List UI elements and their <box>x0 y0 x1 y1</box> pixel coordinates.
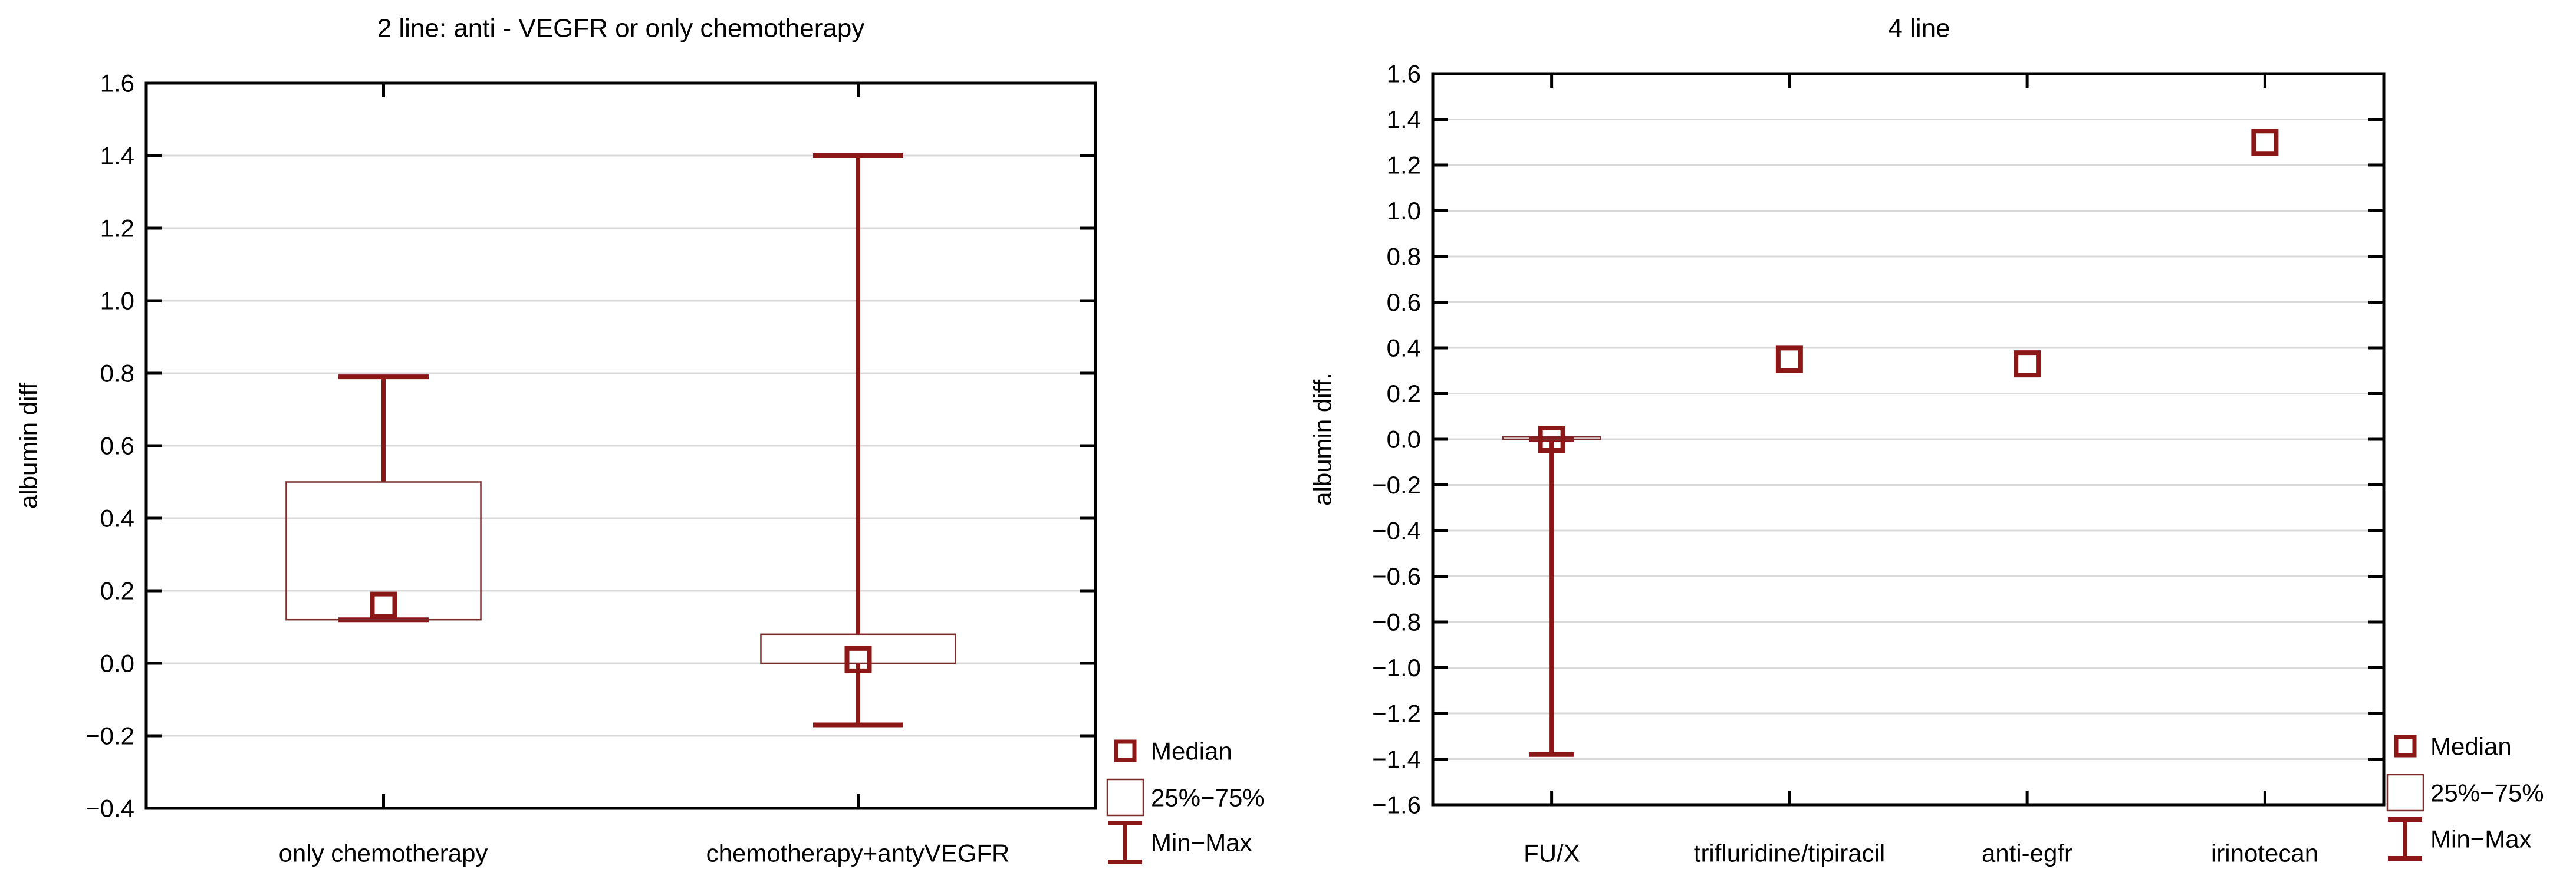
y-tick-label: −1.2 <box>1372 700 1421 728</box>
y-tick-label: −1.6 <box>1372 791 1421 819</box>
legend-minmax-swatch-icon <box>2388 817 2422 861</box>
box-25-75 <box>1502 436 1601 440</box>
median-marker <box>1775 345 1803 373</box>
right-legend: Median 25%−75% Min−Max <box>2386 733 2544 861</box>
y-tick-label: 0.2 <box>1387 380 1421 407</box>
y-tick-label: 0.2 <box>100 577 134 605</box>
median-marker <box>844 646 872 673</box>
y-tick-label: 0.8 <box>1387 243 1421 271</box>
y-tick-label: 1.4 <box>100 142 134 170</box>
y-tick-label: 0.8 <box>100 360 134 387</box>
y-tick-label: −0.2 <box>85 722 134 750</box>
y-tick-label: −0.4 <box>85 795 134 822</box>
legend-median-swatch-icon <box>1114 739 1137 762</box>
y-tick-label: 0.4 <box>100 505 134 532</box>
legend-median-swatch-icon <box>2394 735 2417 758</box>
legend-minmax-label: Min−Max <box>1151 829 1252 857</box>
right-category-label-irinotecan: irinotecan <box>2211 840 2318 867</box>
y-tick-label: 1.0 <box>1387 197 1421 225</box>
y-tick-label: 1.2 <box>1387 152 1421 179</box>
right-category-label-trifluridine: trifluridine/tipiracil <box>1694 840 1885 867</box>
right-chart-title: 4 line <box>1888 14 1950 43</box>
left-category-label-only-chemotherapy: only chemotherapy <box>279 840 488 867</box>
y-tick-label: 0.6 <box>100 432 134 460</box>
y-tick-label: −1.4 <box>1372 745 1421 773</box>
legend-box-swatch-icon <box>1106 778 1144 817</box>
left-y-axis-title: albumin diff <box>15 383 42 509</box>
y-tick-label: −0.4 <box>1372 517 1421 545</box>
y-tick-label: 0.6 <box>1387 288 1421 316</box>
y-tick-label: 0.4 <box>1387 334 1421 362</box>
median-marker <box>370 591 397 619</box>
y-tick-label: −0.6 <box>1372 562 1421 590</box>
median-marker <box>2014 350 2041 378</box>
legend-minmax-swatch-icon <box>1108 821 1142 864</box>
right-category-label-antiegfr: anti-egfr <box>1982 840 2072 867</box>
right-y-axis-title: albumin diff. <box>1309 373 1337 506</box>
legend-box-label: 25%−75% <box>1151 784 1265 812</box>
legend-box-label: 25%−75% <box>2430 779 2544 807</box>
y-tick-label: −0.8 <box>1372 608 1421 636</box>
y-tick-label: 1.4 <box>1387 106 1421 133</box>
legend-minmax-label: Min−Max <box>2430 825 2532 853</box>
left-chart-title: 2 line: anti - VEGFR or only chemotherap… <box>377 14 865 43</box>
y-tick-label: −1.0 <box>1372 654 1421 682</box>
box-25-75 <box>760 633 956 664</box>
y-tick-label: 1.0 <box>100 287 134 315</box>
y-tick-label: 0.0 <box>100 650 134 677</box>
legend-median-label: Median <box>1151 738 1232 765</box>
left-chart-layer: −0.4 −0.2 0.0 0.2 0.4 0.6 0.8 1.0 1.2 1.4 1.6 <box>85 70 1097 822</box>
box-25-75 <box>285 481 482 621</box>
y-tick-label: −0.2 <box>1372 471 1421 499</box>
right-chart-layer: −1.6 −1.4 −1.2 −1.0 −0.8 −0.6 −0.4 −0.2 0.0 0.2 0.… <box>1372 60 2386 819</box>
y-tick-label: 1.2 <box>100 215 134 242</box>
y-tick-label: 0.0 <box>1387 426 1421 453</box>
y-tick-label: 1.6 <box>1387 60 1421 88</box>
legend-median-label: Median <box>2430 733 2512 761</box>
legend-box-swatch-icon <box>2386 774 2424 812</box>
median-marker <box>1538 426 1565 453</box>
left-category-label-chemotherapy-antyvegfr: chemotherapy+antyVEGFR <box>706 840 1010 867</box>
left-legend: Median 25%−75% Min−Max <box>1106 738 1265 864</box>
y-tick-label: 1.6 <box>100 70 134 97</box>
right-category-label-fux: FU/X <box>1524 840 1580 867</box>
median-marker <box>2251 129 2279 156</box>
